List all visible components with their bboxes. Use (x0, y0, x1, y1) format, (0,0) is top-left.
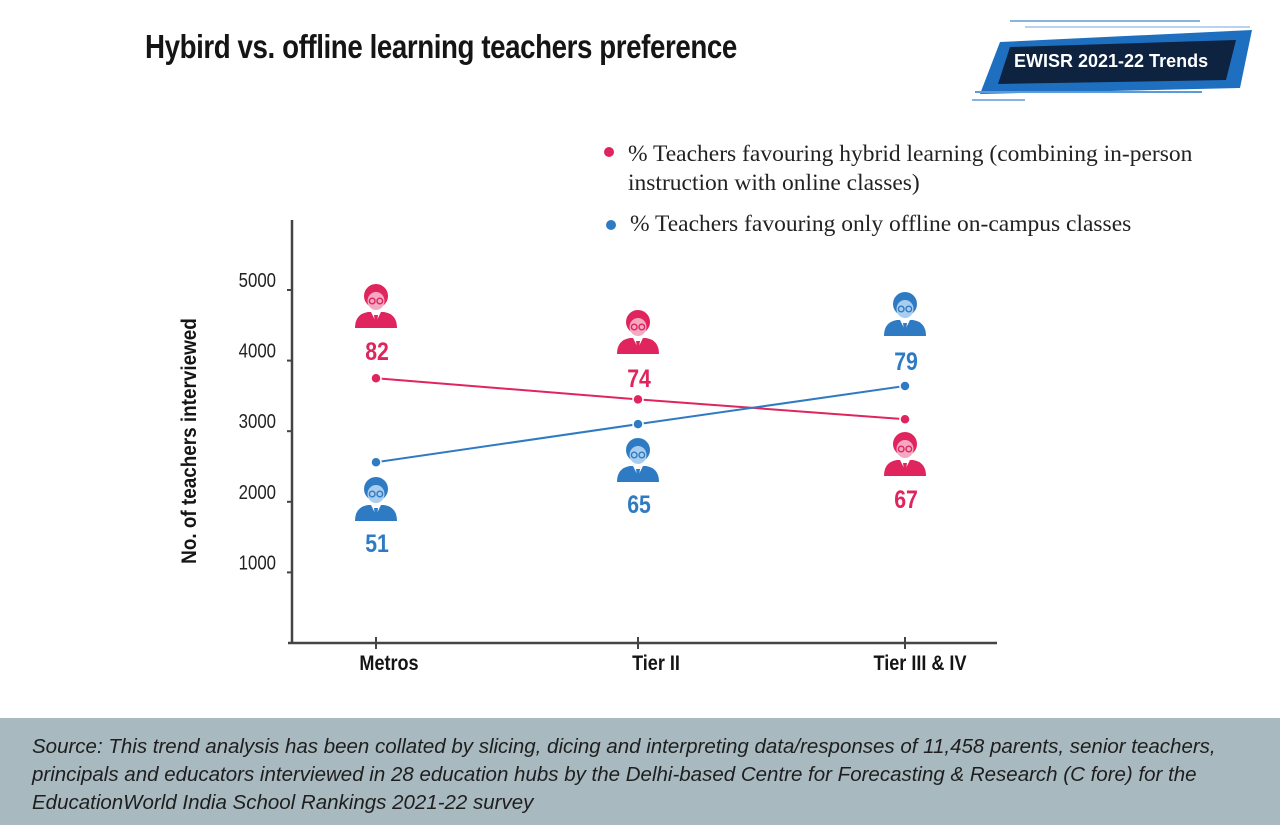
data-point (632, 418, 644, 430)
x-tick-label: Metros (359, 652, 418, 676)
line-chart: 5000 4000 3000 2000 1000 No. of teachers inte… (178, 220, 997, 675)
data-point (370, 456, 382, 469)
chart-axes: 5000 4000 3000 2000 1000 No. of teachers inte… (178, 220, 997, 675)
data-point (632, 393, 644, 406)
y-tick-label: 5000 (239, 269, 276, 292)
source-footer: Source: This trend analysis has been col… (0, 718, 1280, 825)
teacher-avatar-icon (355, 284, 397, 328)
data-point (370, 372, 382, 384)
source-note: Source: This trend analysis has been col… (32, 735, 1216, 814)
chart-labels: 82 74 67 51 65 79 (355, 284, 926, 557)
teacher-avatar-icon (355, 477, 397, 521)
legend-item-hybrid: % Teachers favouring hybrid learning (co… (598, 140, 1238, 198)
data-label: 82 (365, 337, 389, 365)
y-tick-label: 4000 (239, 339, 276, 362)
x-tick-label: Tier II (632, 652, 680, 676)
chart-title: Hybird vs. offline learning teachers pre… (145, 28, 737, 65)
legend-label-hybrid: % Teachers favouring hybrid learning (co… (628, 141, 1193, 196)
data-label: 65 (627, 490, 651, 518)
legend-item-offline: % Teachers favouring only offline on-cam… (598, 210, 1238, 239)
chart-series (370, 372, 911, 469)
data-label: 74 (627, 364, 651, 392)
teacher-avatar-icon (884, 432, 926, 476)
data-point (899, 413, 911, 425)
y-tick-label: 2000 (239, 480, 276, 503)
legend-dot-hybrid (604, 147, 614, 157)
teacher-avatar-icon (617, 438, 659, 482)
teacher-avatar-icon (617, 310, 659, 354)
legend: % Teachers favouring hybrid learning (co… (598, 140, 1238, 251)
data-label: 67 (894, 485, 918, 513)
teacher-avatar-icon (884, 292, 926, 336)
data-label: 79 (894, 347, 918, 375)
badge-label: EWISR 2021-22 Trends (1014, 51, 1209, 71)
badge-banner-shape (972, 20, 1252, 101)
data-label: 51 (365, 529, 389, 557)
legend-dot-offline (606, 220, 616, 230)
data-point (899, 380, 911, 392)
y-tick-label: 3000 (239, 410, 276, 433)
y-tick-label: 1000 (239, 551, 276, 574)
legend-label-offline: % Teachers favouring only offline on-cam… (630, 211, 1132, 237)
y-axis-label: No. of teachers interviewed (178, 318, 201, 564)
trends-badge: EWISR 2021-22 Trends (970, 18, 1260, 108)
x-tick-label: Tier III & IV (874, 652, 967, 676)
